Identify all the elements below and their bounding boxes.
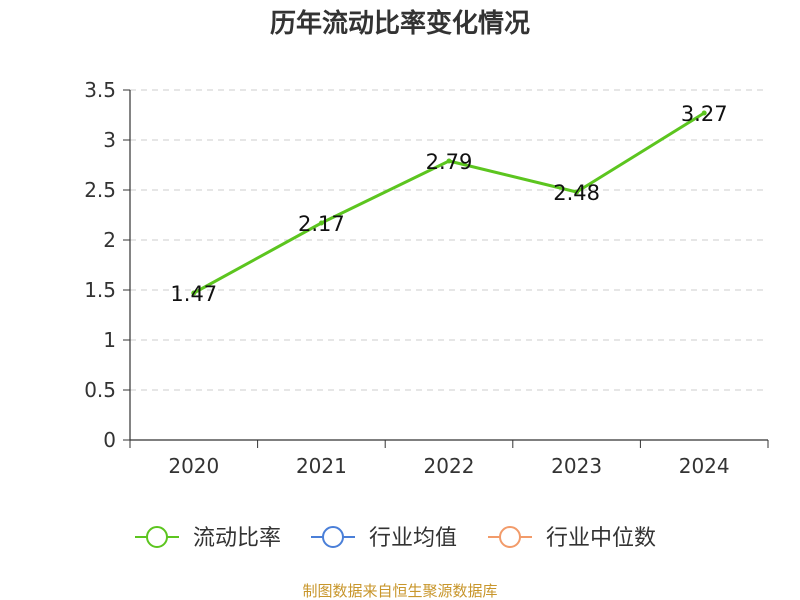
data-label: 2.17 [298,212,345,236]
data-labels: 1.47 2.17 2.79 2.48 3.27 [170,102,727,306]
data-point [446,158,452,164]
legend-item[interactable]: 行业中位数 [488,526,656,551]
y-tick-label: 2.5 [84,178,116,202]
y-tick-label: 1 [103,328,116,352]
source-note: 制图数据来自恒生聚源数据库 [302,582,497,600]
legend-label: 行业中位数 [546,526,656,551]
y-axis-ticks: 0 0.5 1 1.5 2 2.5 3 3.5 [84,78,130,452]
x-axis-ticks: 2020 2021 2022 2023 2024 [129,440,769,478]
y-tick-label: 1.5 [84,278,116,302]
data-label: 2.48 [553,181,600,205]
data-point [191,290,197,296]
x-tick-label: 2024 [679,454,730,478]
chart-title: 历年流动比率变化情况 [270,8,530,39]
legend[interactable]: 流动比率 行业均值 行业中位数 [135,526,656,551]
axes [129,90,768,441]
legend-label: 流动比率 [193,526,281,551]
data-label: 2.79 [426,150,473,174]
data-point [574,189,580,195]
x-tick-label: 2023 [551,454,602,478]
legend-marker-icon [322,526,344,548]
legend-item[interactable]: 行业均值 [311,526,457,551]
y-tick-label: 3 [103,128,116,152]
y-tick-label: 0 [103,428,116,452]
y-tick-label: 3.5 [84,78,116,102]
data-point [701,110,707,116]
y-tick-label: 2 [103,228,116,252]
legend-marker-icon [146,526,168,548]
y-tick-label: 0.5 [84,378,116,402]
data-point [318,220,324,226]
series-layer [191,110,707,296]
data-label: 3.27 [681,102,728,126]
legend-label: 行业均值 [369,526,457,551]
x-tick-label: 2020 [168,454,219,478]
legend-item[interactable]: 流动比率 [135,526,281,551]
data-label: 1.47 [170,282,217,306]
x-tick-label: 2021 [296,454,347,478]
grid-lines [130,89,768,391]
legend-marker-icon [499,526,521,548]
x-tick-label: 2022 [424,454,475,478]
